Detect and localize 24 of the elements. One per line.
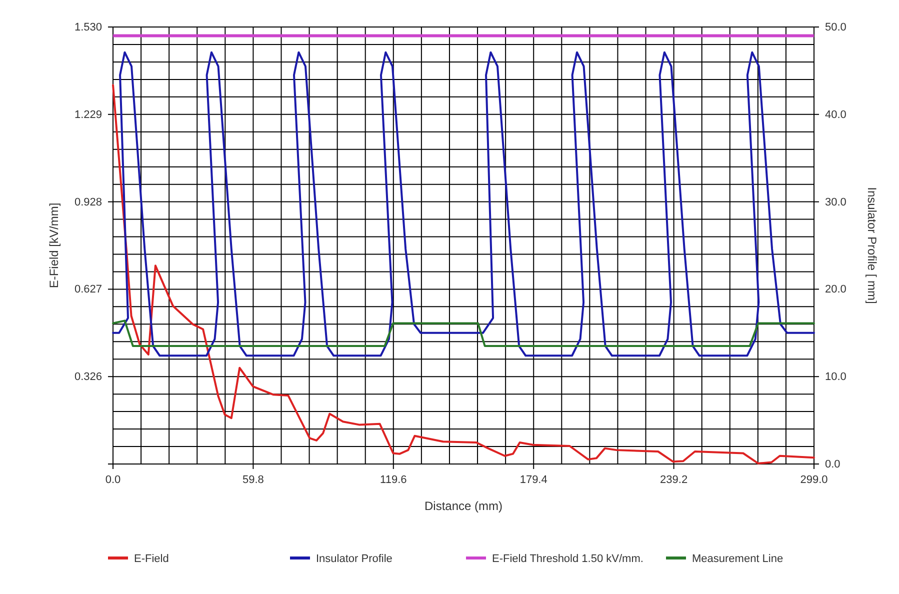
- y2-tick-label: 20.0: [825, 284, 846, 296]
- x-tick-label: 59.8: [242, 474, 264, 486]
- x-tick-label: 299.0: [800, 474, 828, 486]
- legend-label: E-Field Threshold 1.50 kV/mm.: [492, 553, 644, 565]
- y2-tick-label: 30.0: [825, 196, 846, 208]
- x-axis-title: Distance (mm): [424, 499, 503, 513]
- x-tick-label: 119.6: [380, 474, 407, 486]
- x-tick-label: 239.2: [660, 474, 688, 486]
- y-tick-label: 1.229: [74, 108, 102, 121]
- y2-tick-label: 50.0: [825, 22, 846, 34]
- y2-axis-title: Insulator Profile [ mm]: [865, 187, 879, 304]
- y-axis-title: E-Field [kV/mm]: [47, 202, 61, 288]
- legend-label: Insulator Profile: [316, 553, 392, 565]
- y-tick-label: 1.530: [74, 22, 102, 34]
- y2-tick-label: 10.0: [825, 371, 846, 384]
- x-tick-label: 179.4: [520, 474, 548, 486]
- legend-label: Measurement Line: [692, 553, 784, 565]
- y-tick-label: 0.326: [74, 371, 102, 384]
- x-tick-label: 0.0: [105, 474, 121, 486]
- y2-tick-label: 40.0: [825, 108, 846, 121]
- legend-label: E-Field: [134, 553, 169, 565]
- y-tick-label: 0.627: [74, 284, 102, 296]
- y-tick-label: 0.928: [74, 196, 102, 208]
- y2-tick-label: 0.0: [825, 458, 840, 471]
